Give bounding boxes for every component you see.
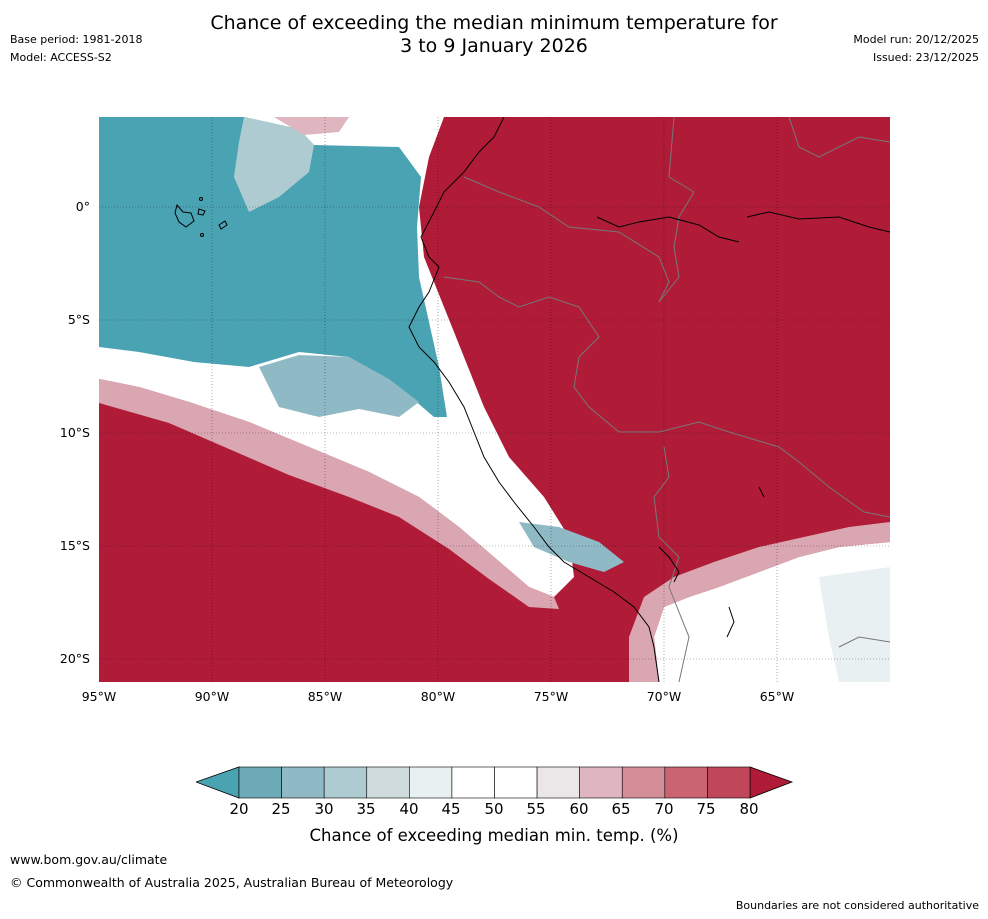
footer-boundary-note: Boundaries are not considered authoritat… — [735, 899, 979, 912]
colorbar-tick: 25 — [271, 800, 291, 818]
colorbar-tick: 35 — [356, 800, 376, 818]
footer-url: www.bom.gov.au/climate — [10, 852, 168, 867]
colorbar-tick: 80 — [739, 800, 759, 818]
transition-region-southeast — [629, 522, 890, 682]
country-borders — [443, 117, 890, 682]
colorbar-segment — [281, 766, 325, 799]
lon-label-80w: 80°W — [420, 689, 456, 704]
lat-label-15s: 15°S — [59, 538, 90, 553]
colorbar-tick: 75 — [696, 800, 716, 818]
colorbar-label: Chance of exceeding median min. temp. (%… — [309, 826, 679, 845]
colorbar-segment — [579, 766, 623, 799]
lat-label-10s: 10°S — [59, 425, 90, 440]
meta-left: Base period: 1981-2018 Model: ACCESS-S2 — [10, 31, 142, 67]
colorbar-tick: 60 — [569, 800, 589, 818]
colorbar-tick: 70 — [654, 800, 674, 818]
colorbar-segment — [494, 766, 538, 799]
lon-label-65w: 65°W — [759, 689, 795, 704]
colorbar-segment — [536, 766, 580, 799]
lon-label-70w: 70°W — [646, 689, 682, 704]
colorbar-segment — [409, 766, 453, 799]
colorbar-segment — [664, 766, 708, 799]
colorbar-tick: 55 — [526, 800, 546, 818]
light-cool-patch-north — [234, 117, 314, 212]
lon-label-85w: 85°W — [307, 689, 343, 704]
lon-label-95w: 95°W — [81, 689, 117, 704]
coastlines — [408, 117, 890, 682]
colorbar-tick: 45 — [441, 800, 461, 818]
galapagos-islands — [174, 197, 228, 237]
model-run: Model run: 20/12/2025 — [853, 33, 979, 46]
transition-band-southwest — [99, 379, 559, 609]
colorbar-tick: 20 — [229, 800, 249, 818]
cool-anomaly-region — [99, 117, 447, 417]
colorbar — [196, 766, 794, 799]
gridlines — [99, 117, 890, 682]
footer-copyright: © Commonwealth of Australia 2025, Austra… — [10, 875, 454, 890]
lat-label-20s: 20°S — [59, 651, 90, 666]
model-name: Model: ACCESS-S2 — [10, 51, 112, 64]
base-period: Base period: 1981-2018 — [10, 33, 143, 46]
title-line-1: Chance of exceeding the median minimum t… — [210, 12, 778, 34]
colorbar-segment — [366, 766, 410, 799]
transition-patch-north — [274, 117, 349, 135]
colorbar-arrow-low — [196, 766, 240, 799]
lon-label-75w: 75°W — [533, 689, 569, 704]
colorbar-segment — [238, 766, 282, 799]
lon-label-90w: 90°W — [194, 689, 230, 704]
chart-title: Chance of exceeding the median minimum t… — [0, 12, 988, 58]
lat-label-0: 0° — [75, 199, 90, 214]
lat-label-5s: 5°S — [67, 312, 90, 327]
colorbar-segments — [238, 766, 751, 799]
map-svg — [99, 117, 890, 682]
colorbar-segment — [621, 766, 666, 799]
colorbar-arrow-high — [749, 766, 794, 799]
light-neutral-east — [819, 567, 890, 682]
light-cool-patch-mid — [259, 355, 419, 417]
colorbar-segment — [323, 766, 368, 799]
colorbar-tick: 65 — [611, 800, 631, 818]
map-panel — [99, 117, 890, 682]
colorbar-tick: 40 — [399, 800, 419, 818]
meta-right: Model run: 20/12/2025 Issued: 23/12/2025 — [853, 31, 979, 67]
colorbar-tick: 30 — [314, 800, 334, 818]
issued-date: Issued: 23/12/2025 — [872, 51, 979, 64]
colorbar-segment — [707, 766, 751, 799]
title-line-2: 3 to 9 January 2026 — [400, 35, 588, 57]
colorbar-tick: 50 — [484, 800, 504, 818]
light-cool-patch-peru — [519, 522, 624, 572]
colorbar-segment — [451, 766, 495, 799]
